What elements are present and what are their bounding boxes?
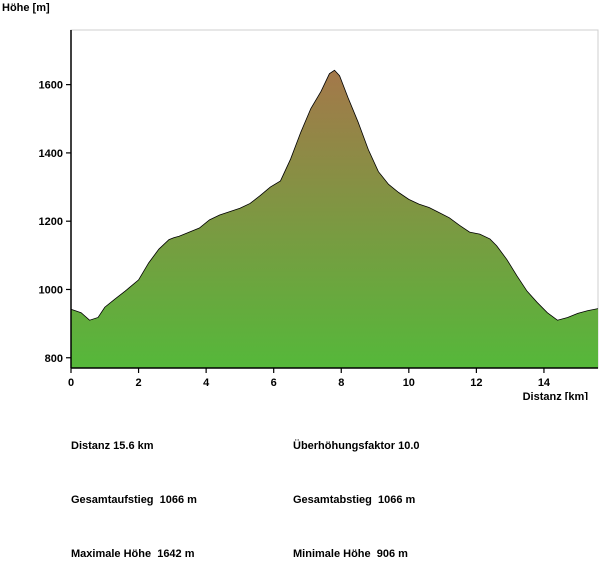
x-tick-label: 2 (136, 377, 142, 389)
stat-total-descent: Gesamtabstieg 1066 m (293, 494, 416, 506)
stat-exaggeration: Überhöhungsfaktor 10.0 (293, 440, 420, 452)
x-axis-ticks: 0 2 4 6 8 10 12 14 (68, 368, 551, 389)
stat-distance: Distanz 15.6 km (71, 440, 154, 452)
x-tick-label: 12 (470, 377, 482, 389)
stat-total-ascent: Gesamtaufstieg 1066 m (71, 494, 197, 506)
y-axis-ticks: 800 1000 1200 1400 1600 (39, 80, 71, 365)
y-tick-label: 1000 (39, 284, 63, 296)
elevation-line (70, 69, 599, 321)
y-axis-title: Höhe [m] (2, 2, 50, 14)
y-tick-label: 1400 (39, 148, 63, 160)
y-tick-label: 1200 (39, 216, 63, 228)
x-tick-label: 6 (271, 377, 277, 389)
stat-min-height: Minimale Höhe 906 m (293, 548, 408, 560)
x-tick-label: 0 (68, 377, 74, 389)
y-tick-label: 1600 (39, 80, 63, 92)
x-tick-label: 8 (338, 377, 344, 389)
stat-max-height: Maximale Höhe 1642 m (71, 548, 195, 560)
x-tick-label: 4 (203, 377, 210, 389)
elevation-profile-chart: 800 1000 1200 1400 1600 0 2 4 6 8 10 12 14 Höhe [m]… (2, 2, 599, 400)
x-tick-label: 10 (403, 377, 415, 389)
stats-left-column: Distanz 15.6 km Gesamtaufstieg 1066 m Ma… (71, 401, 197, 581)
x-axis-title: Distanz [km] (523, 391, 589, 400)
x-tick-label: 14 (538, 377, 551, 389)
y-tick-label: 800 (45, 353, 63, 365)
stats-right-column: Überhöhungsfaktor 10.0 Gesamtabstieg 106… (293, 401, 420, 581)
elevation-area (71, 70, 598, 368)
